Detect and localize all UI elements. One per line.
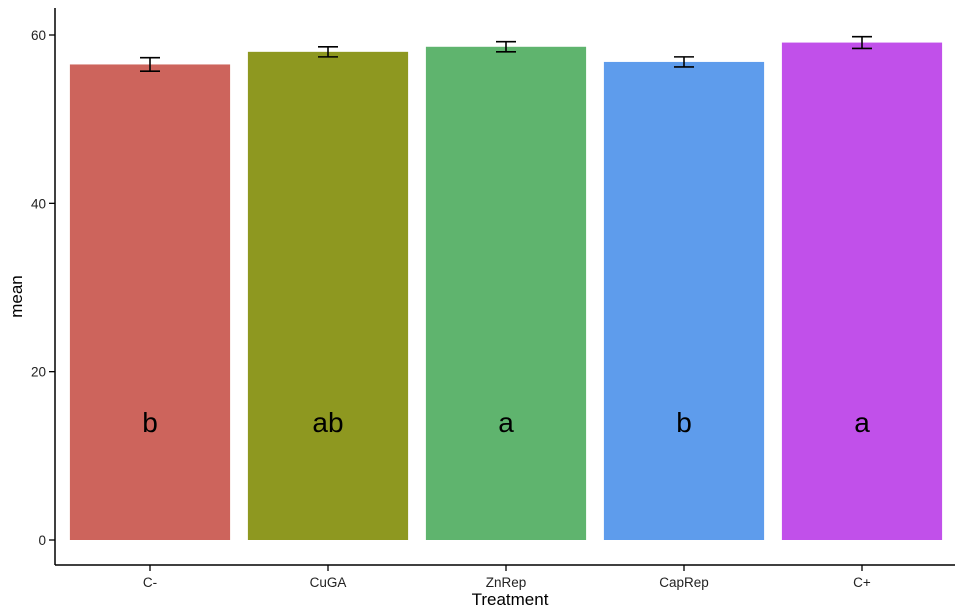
error-bars-layer: [140, 35, 872, 72]
y-ticks-layer: 0 20 40 60: [31, 28, 55, 548]
bar-C+: [781, 42, 943, 540]
significance-labels-layer: b ab a b a: [142, 407, 870, 438]
bar-CapRep: [603, 61, 765, 540]
x-tick-label: C-: [143, 575, 157, 590]
significance-label: a: [854, 407, 870, 438]
significance-label: ab: [312, 407, 343, 438]
x-axis-title: Treatment: [472, 590, 549, 609]
bar-ZnRep: [425, 46, 587, 541]
significance-label: b: [676, 407, 692, 438]
x-tick-label: CapRep: [659, 575, 709, 590]
axes-layer: [54, 8, 955, 566]
x-tick-label: ZnRep: [486, 575, 527, 590]
bar-CuGA: [247, 51, 409, 540]
y-tick-label: 20: [31, 365, 46, 380]
y-tick-label: 60: [31, 28, 46, 43]
x-tick-label: C+: [853, 575, 871, 590]
significance-label: b: [142, 407, 158, 438]
y-tick-label: 0: [38, 533, 46, 548]
x-tick-label: CuGA: [310, 575, 347, 590]
bars-layer: [69, 42, 943, 541]
bar-C-: [69, 64, 231, 540]
x-ticks-layer: C- CuGA ZnRep CapRep C+: [143, 565, 871, 590]
y-axis-title: mean: [7, 275, 26, 318]
y-tick-label: 40: [31, 196, 46, 211]
significance-label: a: [498, 407, 514, 438]
